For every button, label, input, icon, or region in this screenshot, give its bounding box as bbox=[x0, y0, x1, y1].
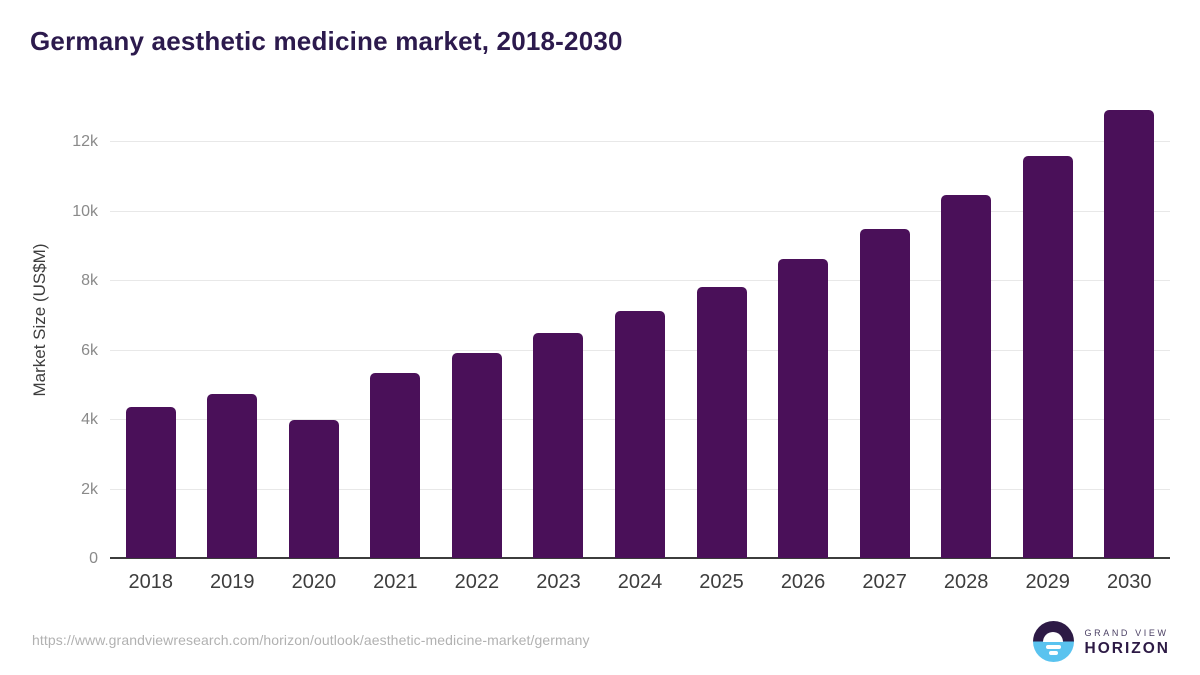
bar-2026 bbox=[778, 258, 829, 558]
water-reflection-shape bbox=[1048, 651, 1058, 655]
x-tick-label-2026: 2026 bbox=[780, 571, 826, 593]
y-tick-label-2k: 2k bbox=[81, 480, 98, 498]
bar-2025 bbox=[696, 286, 747, 558]
brand-name-bottom: HORIZON bbox=[1084, 640, 1170, 657]
gridline-8k bbox=[110, 280, 1170, 281]
plot-area: 0 2k 4k 6k 8k 10k 12k 2018 2019 2020 2021 2022 2023 2… bbox=[72, 95, 1170, 593]
x-tick-label-2029: 2029 bbox=[1025, 571, 1070, 593]
y-tick-label-6k: 6k bbox=[81, 341, 98, 359]
x-tick-label-2023: 2023 bbox=[536, 571, 581, 593]
bar-2018 bbox=[125, 406, 176, 558]
brand-text: GRAND VIEW HORIZON bbox=[1085, 625, 1170, 658]
x-tick-label-2028: 2028 bbox=[943, 571, 989, 593]
x-tick-label-2030: 2030 bbox=[1106, 571, 1152, 593]
y-tick-label-10k: 10k bbox=[72, 202, 98, 220]
water-reflection-shape bbox=[1045, 645, 1061, 649]
bar-2020 bbox=[288, 420, 339, 558]
x-tick-label-2022: 2022 bbox=[454, 571, 500, 593]
brand-logo: GRAND VIEW HORIZON bbox=[1032, 621, 1170, 662]
x-tick-label-2018: 2018 bbox=[128, 571, 174, 593]
bar-2028 bbox=[941, 194, 992, 558]
y-tick-label-8k: 8k bbox=[81, 272, 98, 289]
bar-2023 bbox=[533, 332, 584, 558]
x-tick-label-2020: 2020 bbox=[291, 571, 337, 593]
x-tick-label-2027: 2027 bbox=[862, 571, 907, 593]
bar-2030 bbox=[1104, 110, 1155, 558]
bar-2021 bbox=[370, 373, 421, 558]
bar-2029 bbox=[1022, 155, 1073, 558]
sun-dome-shape bbox=[1042, 631, 1063, 642]
bar-2019 bbox=[207, 393, 258, 558]
sunrise-over-water-icon bbox=[1032, 621, 1074, 662]
gridline-10k bbox=[110, 210, 1170, 212]
y-tick-label-4k: 4k bbox=[81, 411, 98, 428]
x-tick-label-2024: 2024 bbox=[617, 571, 663, 593]
x-axis-line bbox=[110, 557, 1170, 559]
bar-2022 bbox=[451, 352, 502, 558]
page-title: Germany aesthetic medicine market, 2018-… bbox=[30, 26, 623, 56]
y-tick-label-0: 0 bbox=[89, 550, 98, 567]
x-tick-label-2021: 2021 bbox=[373, 571, 418, 593]
source-url: https://www.grandviewresearch.com/horizo… bbox=[32, 632, 590, 648]
gridline-12k bbox=[110, 141, 1170, 142]
bar-2024 bbox=[615, 310, 665, 558]
bar-2027 bbox=[859, 228, 910, 558]
brand-name-top: GRAND VIEW bbox=[1084, 628, 1169, 638]
y-tick-label-12k: 12k bbox=[72, 133, 98, 150]
y-axis-title: Market Size (US$M) bbox=[30, 243, 49, 397]
x-tick-label-2019: 2019 bbox=[210, 571, 255, 593]
x-tick-label-2025: 2025 bbox=[699, 571, 744, 593]
